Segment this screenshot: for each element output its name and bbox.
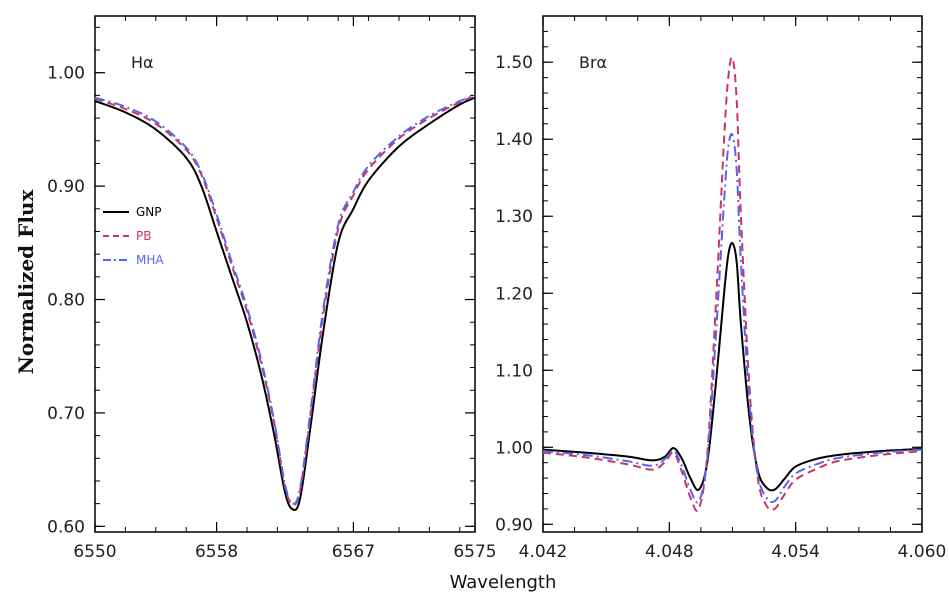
legend-label-pb: PB [136,229,151,243]
halpha-x-tick-label: 6550 [73,542,116,562]
bralpha-y-tick-label: 1.30 [495,207,533,227]
halpha-panel-label: Hα [131,53,154,72]
halpha-panel: 6550 6558 6567 6575 0.60 0.70 0.80 0.90 1.00 Hα GN… [47,15,497,562]
bralpha-y-tick-label: 1.10 [495,361,533,381]
legend-label-gnp: GNP [136,205,162,219]
halpha-series-gnp [95,96,475,511]
legend-label-mha: MHA [136,253,164,267]
bralpha-y-tick-label: 1.00 [495,438,533,458]
halpha-x-tick-label: 6575 [453,542,496,562]
x-axis-title: Wavelength [450,572,557,593]
halpha-plot-frame [94,15,476,533]
halpha-series-pb [95,95,475,506]
bralpha-y-tick-label: 0.90 [495,515,533,535]
halpha-y-tick-label: 0.70 [47,404,85,424]
halpha-y-tick-label: 0.60 [47,517,85,537]
halpha-x-tick-label: 6567 [332,542,375,562]
bralpha-panel: 4.042 4.048 4.054 4.060 0.90 1.00 1.10 1.20 1.30… [495,15,947,562]
bralpha-series-gnp [543,241,922,492]
bralpha-panel-label: Brα [579,53,607,72]
bralpha-x-tick-label: 4.048 [645,542,694,562]
bralpha-series-mha [543,133,922,504]
halpha-series-mha [95,94,475,505]
bralpha-x-tick-label: 4.042 [519,542,568,562]
bralpha-series-pb [543,56,922,512]
bralpha-y-tick-label: 1.20 [495,284,533,304]
bralpha-y-tick-label: 1.50 [495,53,533,73]
bralpha-x-tick-label: 4.054 [771,542,820,562]
bralpha-y-tick-label: 1.40 [495,130,533,150]
bralpha-x-tick-label: 4.060 [898,542,947,562]
halpha-y-tick-label: 1.00 [47,64,85,84]
y-axis-title: Normalized Flux [14,189,38,375]
halpha-y-tick-label: 0.90 [47,177,85,197]
halpha-x-tick-label: 6558 [195,542,238,562]
halpha-y-tick-label: 0.80 [47,291,85,311]
